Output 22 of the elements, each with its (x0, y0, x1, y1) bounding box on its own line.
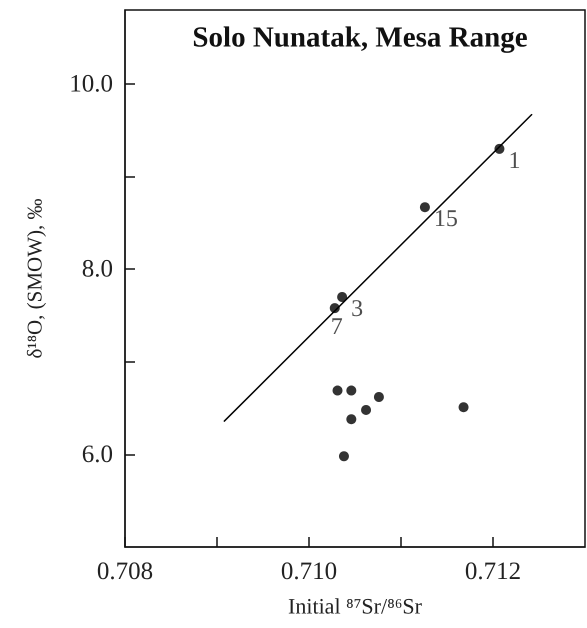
chart-title: Solo Nunatak, Mesa Range (192, 22, 528, 54)
y-tick-label: 8.0 (82, 256, 113, 283)
point (338, 451, 349, 462)
point (374, 392, 384, 402)
point (458, 402, 469, 412)
annotation: 7 (330, 314, 343, 340)
point (337, 292, 348, 302)
annotation: 15 (434, 206, 458, 232)
point (361, 404, 372, 415)
x-axis-title: Initial ⁸⁷Sr/⁸⁶Sr (288, 594, 423, 618)
y-tick-label: 6.0 (82, 440, 113, 468)
point (332, 386, 343, 396)
x-tick-label: 0.710 (280, 558, 338, 585)
point (346, 414, 356, 424)
point (346, 386, 356, 396)
y-axis-title: δ¹⁸O, (SMOW), ‰ (22, 198, 46, 359)
y-tick-label: 10.0 (69, 70, 113, 98)
annotation: 1 (508, 148, 520, 174)
x-tick-label: 0.708 (96, 558, 154, 585)
point (420, 202, 430, 212)
annotation: 3 (351, 296, 364, 322)
x-tick-label: 0.712 (464, 558, 522, 585)
